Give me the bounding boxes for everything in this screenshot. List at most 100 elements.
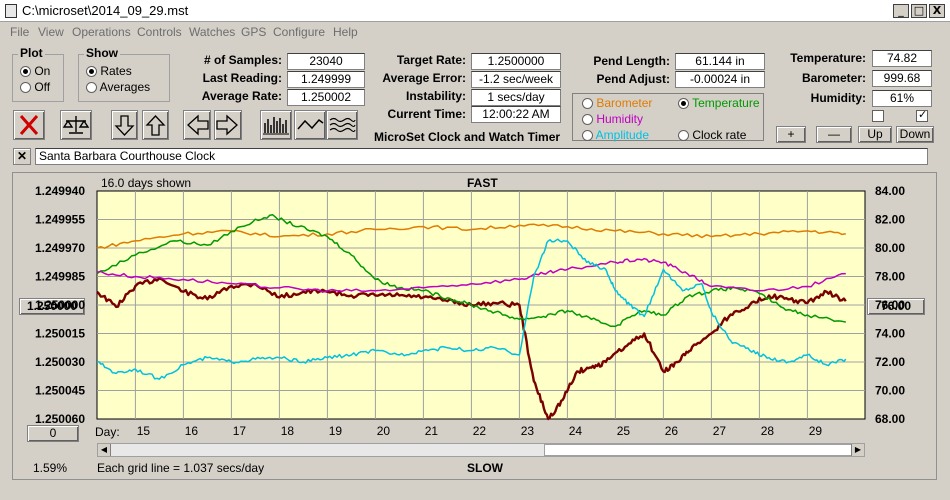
plot-on-radio[interactable]: On bbox=[20, 64, 50, 78]
y-left-tick-label: 1.250045 bbox=[35, 384, 85, 398]
calibrate-button[interactable] bbox=[60, 110, 92, 140]
percent-readout: 1.59% bbox=[33, 461, 68, 475]
menu-operations[interactable]: Operations bbox=[72, 25, 131, 39]
show-rates-radio[interactable]: Rates bbox=[86, 64, 132, 78]
y-right-tick-label: 70.00 bbox=[875, 384, 905, 398]
x-tick-label: 15 bbox=[137, 424, 151, 438]
average-rate-value: 1.250002 bbox=[287, 89, 365, 106]
slow-label: SLOW bbox=[467, 461, 503, 475]
y-left-tick-label: 1.249940 bbox=[35, 184, 85, 198]
x-tick-label: 20 bbox=[377, 424, 391, 438]
y-right-tick-label: 84.00 bbox=[875, 184, 905, 198]
checkmark-icon: ✓ bbox=[918, 108, 928, 121]
x-tick-label: 24 bbox=[569, 424, 583, 438]
close-icon: ✕ bbox=[16, 149, 28, 163]
left-axis-value-button[interactable]: 1.250000 bbox=[19, 298, 85, 315]
checkbox-left[interactable] bbox=[872, 110, 884, 122]
x-tick-label: 28 bbox=[761, 424, 775, 438]
x-tick-label: 25 bbox=[617, 424, 631, 438]
menu-gps[interactable]: GPS bbox=[241, 25, 267, 39]
scroll-right-arrow-icon[interactable]: ▶ bbox=[851, 444, 864, 456]
right-axis-value-button[interactable]: 76.00 bbox=[867, 298, 925, 315]
channel-barometer-radio[interactable]: Barometer bbox=[582, 96, 652, 110]
minimize-button[interactable]: _ bbox=[893, 4, 909, 18]
clear-description-button[interactable]: ✕ bbox=[13, 148, 31, 165]
increase-button[interactable] bbox=[142, 110, 169, 140]
last-reading-value: 1.249999 bbox=[287, 71, 365, 88]
offset-button[interactable]: 0 bbox=[27, 425, 79, 442]
zoom-out-button[interactable]: — bbox=[816, 126, 852, 143]
pend-length-label: Pend Length: bbox=[593, 54, 670, 68]
day-axis-label: Day: bbox=[95, 425, 120, 439]
channel-amplitude-label: Amplitude bbox=[595, 128, 650, 142]
series-line-clock-rate bbox=[96, 277, 847, 421]
pend-adjust-value: -0.00024 in bbox=[675, 71, 765, 88]
days-shown: 16.0 days shown bbox=[101, 176, 192, 190]
checkbox-right[interactable]: ✓ bbox=[916, 108, 928, 122]
series-line-amplitude bbox=[96, 238, 847, 380]
menu-watches[interactable]: Watches bbox=[189, 25, 236, 39]
plot-off-label: Off bbox=[34, 80, 51, 94]
histogram-button[interactable] bbox=[260, 110, 292, 140]
channel-humidity-radio[interactable]: Humidity bbox=[582, 112, 643, 126]
scroll-left-button[interactable] bbox=[183, 110, 211, 140]
channel-amplitude-radio[interactable]: Amplitude bbox=[582, 128, 649, 142]
x-tick-label: 27 bbox=[713, 424, 727, 438]
y-right-tick-label: 80.00 bbox=[875, 241, 905, 255]
average-error-label: Average Error: bbox=[382, 71, 466, 85]
close-button[interactable]: X bbox=[929, 4, 945, 18]
arrow-left-icon bbox=[187, 114, 209, 136]
plot-off-radio[interactable]: Off bbox=[20, 80, 50, 94]
current-time-label: Current Time: bbox=[387, 107, 466, 121]
radio-selected-icon bbox=[20, 66, 31, 78]
menu-file[interactable]: File bbox=[10, 25, 30, 39]
app-icon bbox=[5, 4, 17, 18]
rate-chart: 1.249940 84.00 1.249955 82.00 1.249970 80.00 1… bbox=[35, 184, 905, 438]
wave-graph-button[interactable] bbox=[326, 110, 358, 140]
zoom-in-button[interactable]: + bbox=[776, 126, 806, 143]
channel-barometer-label: Barometer bbox=[596, 96, 653, 110]
fast-label: FAST bbox=[467, 176, 498, 190]
line-graph-icon bbox=[297, 118, 324, 130]
decrease-button[interactable] bbox=[111, 110, 138, 140]
pend-length-value: 61.144 in bbox=[675, 53, 765, 70]
show-averages-radio[interactable]: Averages bbox=[86, 80, 150, 94]
menu-configure[interactable]: Configure bbox=[273, 25, 326, 39]
y-left-tick-label: 1.249970 bbox=[35, 241, 85, 255]
instability-label: Instability: bbox=[405, 89, 466, 103]
average-error-value: -1.2 sec/week bbox=[471, 71, 561, 88]
scroll-right-button[interactable] bbox=[214, 110, 242, 140]
stop-button[interactable] bbox=[13, 110, 45, 140]
title-bar: C:\microset\2014_09_29.mst _ □ X bbox=[0, 0, 950, 22]
menu-help[interactable]: Help bbox=[333, 25, 358, 39]
menu-controls[interactable]: Controls bbox=[137, 25, 182, 39]
y-right-tick-label: 72.00 bbox=[875, 355, 905, 369]
scroll-up-button[interactable]: Up bbox=[858, 126, 892, 143]
channel-clockrate-radio[interactable]: Clock rate bbox=[678, 128, 746, 142]
y-left-tick-label: 1.250000 bbox=[35, 298, 85, 312]
plot-group bbox=[12, 54, 64, 102]
line-graph-button[interactable] bbox=[294, 110, 326, 140]
y-right-tick-label: 76.00 bbox=[875, 298, 905, 312]
x-tick-label: 17 bbox=[233, 424, 247, 438]
radio-icon bbox=[678, 130, 689, 142]
last-reading-label: Last Reading: bbox=[202, 71, 282, 85]
scroll-left-arrow-icon[interactable]: ◀ bbox=[98, 444, 111, 456]
horizontal-scrollbar[interactable]: ◀ ▶ bbox=[97, 443, 865, 457]
description-field[interactable]: Santa Barbara Courthouse Clock bbox=[35, 148, 928, 165]
y-right-tick-label: 68.00 bbox=[875, 412, 905, 426]
menu-view[interactable]: View bbox=[38, 25, 64, 39]
target-rate-value: 1.2500000 bbox=[471, 53, 561, 70]
radio-selected-icon bbox=[86, 66, 97, 78]
y-left-tick-label: 1.250060 bbox=[35, 412, 85, 426]
temperature-label: Temperature: bbox=[790, 51, 866, 65]
humidity-value: 61% bbox=[872, 90, 932, 107]
y-right-tick-label: 74.00 bbox=[875, 327, 905, 341]
y-left-tick-label: 1.250030 bbox=[35, 355, 85, 369]
scroll-down-button[interactable]: Down bbox=[896, 126, 934, 143]
channel-temperature-radio[interactable]: Temperature bbox=[678, 96, 760, 110]
plot-on-label: On bbox=[34, 64, 51, 78]
maximize-button[interactable]: □ bbox=[911, 4, 927, 18]
radio-icon bbox=[582, 114, 593, 126]
arrow-right-icon bbox=[216, 114, 238, 136]
